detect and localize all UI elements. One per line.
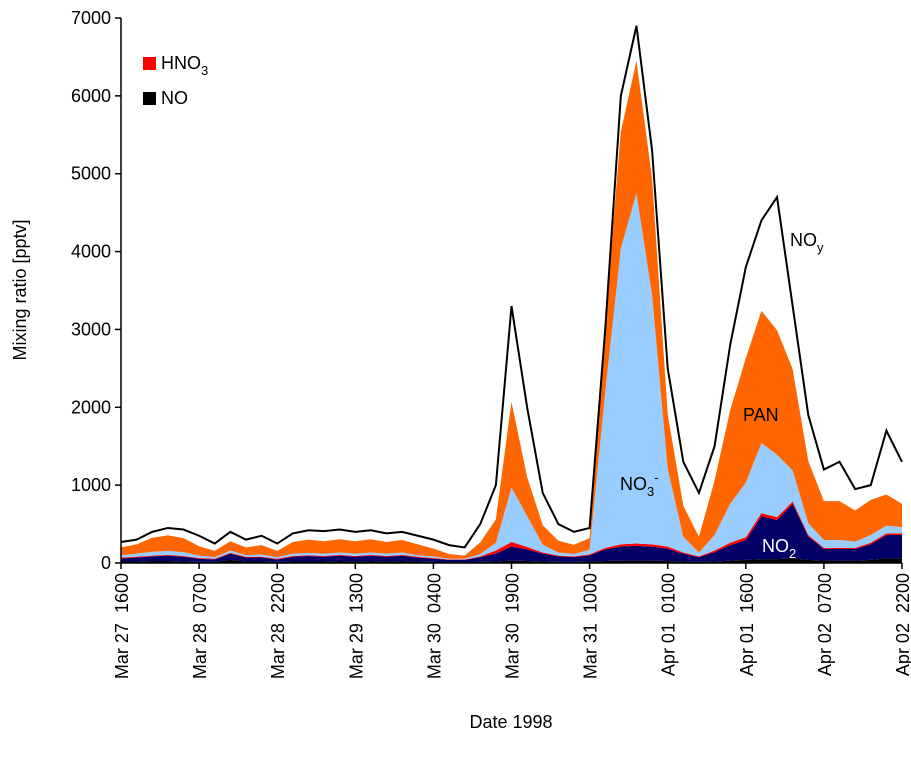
line — [120, 25, 903, 549]
y-tick-label: 4000 — [71, 242, 111, 262]
label-sup: - — [654, 470, 658, 485]
label-name: NO — [790, 230, 817, 250]
y-tick-label: 7000 — [71, 8, 111, 28]
x-tick-label: Apr 02 0700 — [815, 573, 835, 676]
x-tick-label: Apr 02 2200 — [893, 573, 911, 676]
legend-swatch — [143, 57, 156, 70]
y-tick-label: 5000 — [71, 164, 111, 184]
x-tick-label: Mar 28 2200 — [268, 573, 288, 679]
series-label: NOy — [790, 230, 824, 255]
label-sub: 3 — [201, 63, 208, 78]
series-label: PAN — [743, 405, 779, 425]
series-label: NO — [161, 88, 188, 108]
label-name: NO — [762, 536, 789, 556]
y-tick-label: 6000 — [71, 86, 111, 106]
label-sub: 2 — [789, 546, 796, 561]
label-name: NO — [161, 88, 188, 108]
x-tick-label: Mar 30 0400 — [424, 573, 444, 679]
x-tick-label: Mar 28 0700 — [190, 573, 210, 679]
label-name: NO — [620, 474, 647, 494]
series-label: NO2 — [762, 536, 796, 561]
legend-swatch — [143, 92, 156, 105]
x-tick-label: Mar 27 1600 — [112, 573, 132, 679]
series-label: NO3- — [620, 470, 659, 499]
label-sub: 3 — [647, 484, 654, 499]
label-name: HNO — [161, 53, 201, 73]
label-name: PAN — [743, 405, 779, 425]
area — [121, 503, 902, 563]
y-tick-label: 1000 — [71, 475, 111, 495]
x-axis-title: Date 1998 — [469, 712, 552, 732]
y-axis-title: Mixing ratio [pptv] — [10, 219, 30, 360]
x-tick-label: Mar 29 1300 — [346, 573, 366, 679]
x-tick-label: Apr 01 1600 — [737, 573, 757, 676]
x-tick-label: Mar 30 1900 — [503, 573, 523, 679]
y-tick-label: 2000 — [71, 397, 111, 417]
y-tick-label: 0 — [101, 553, 111, 573]
area — [121, 60, 902, 559]
x-tick-label: Mar 31 1000 — [581, 573, 601, 679]
x-tick-label: Apr 01 0100 — [659, 573, 679, 676]
label-sub: y — [817, 240, 824, 255]
y-tick-label: 3000 — [71, 319, 111, 339]
series-label: HNO3 — [161, 53, 208, 78]
